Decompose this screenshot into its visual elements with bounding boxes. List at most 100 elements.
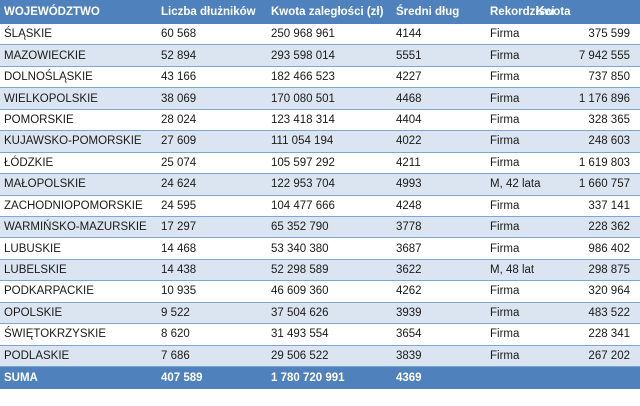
voivodeship-cell: ŚLĄSKIE	[4, 28, 52, 41]
record-amount-cell: 320 964	[588, 285, 630, 298]
debtor-count-cell: 43 166	[161, 71, 197, 84]
record-holder-cell: Firma	[490, 349, 520, 362]
table-row: DOLNOŚLĄSKIE 43 166 182 466 523 4227 Firma 73…	[0, 67, 640, 89]
header-arrears-amount: Kwota zaległości (zł)	[271, 5, 384, 18]
record-holder-cell: Firma	[490, 156, 520, 169]
average-debt-cell: 4248	[396, 199, 422, 212]
voivodeship-cell: POMORSKIE	[4, 113, 74, 126]
record-amount-cell: 986 402	[588, 242, 630, 255]
record-holder-cell: Firma	[490, 135, 520, 148]
table-footer-total: SUMA 407 589 1 780 720 991 4369	[0, 367, 640, 389]
arrears-amount-cell: 31 493 554	[271, 328, 329, 341]
debtors-table: WOJEWÓDZTWO Liczba dłużników Kwota zaleg…	[0, 0, 640, 389]
record-holder-cell: Firma	[490, 199, 520, 212]
voivodeship-cell: ŁÓDZKIE	[4, 156, 54, 169]
debtor-count-cell: 38 069	[161, 92, 197, 105]
footer-debtor-count: 407 589	[161, 372, 203, 384]
average-debt-cell: 3939	[396, 306, 422, 319]
table-row: MAZOWIECKIE 52 894 293 598 014 5551 Firma 7 9…	[0, 45, 640, 67]
record-holder-cell: Firma	[490, 306, 520, 319]
average-debt-cell: 4993	[396, 178, 422, 191]
voivodeship-cell: WIELKOPOLSKIE	[4, 92, 98, 105]
voivodeship-cell: WARMIŃSKO-MAZURSKIE	[4, 221, 147, 234]
arrears-amount-cell: 37 504 626	[271, 306, 329, 319]
record-holder-cell: Firma	[490, 113, 520, 126]
voivodeship-cell: PODLASKIE	[4, 349, 70, 362]
voivodeship-cell: LUBUSKIE	[4, 242, 61, 255]
voivodeship-cell: OPOLSKIE	[4, 306, 63, 319]
footer-arrears-amount: 1 780 720 991	[271, 372, 345, 384]
arrears-amount-cell: 111 054 194	[271, 135, 334, 148]
table-row: OPOLSKIE 9 522 37 504 626 3939 Firma 483 522	[0, 302, 640, 325]
average-debt-cell: 4211	[396, 156, 421, 169]
record-amount-cell: 328 365	[588, 113, 630, 126]
arrears-amount-cell: 46 609 360	[271, 285, 329, 298]
record-holder-cell: M, 42 lata	[490, 178, 541, 191]
arrears-amount-cell: 122 953 704	[271, 178, 335, 191]
voivodeship-cell: KUJAWSKO-POMORSKIE	[4, 135, 142, 148]
arrears-amount-cell: 250 968 961	[271, 28, 335, 41]
arrears-amount-cell: 170 080 501	[271, 92, 335, 105]
debtor-count-cell: 14 438	[161, 264, 197, 277]
average-debt-cell: 3622	[396, 264, 422, 277]
arrears-amount-cell: 105 597 292	[271, 156, 335, 169]
record-holder-cell: Firma	[490, 28, 520, 41]
voivodeship-cell: ŚWIĘTOKRZYSKIE	[4, 328, 107, 341]
average-debt-cell: 4468	[396, 92, 422, 105]
record-amount-cell: 337 141	[588, 199, 630, 212]
table-header: WOJEWÓDZTWO Liczba dłużników Kwota zaleg…	[0, 0, 640, 24]
record-holder-cell: Firma	[490, 71, 520, 84]
header-debtor-count: Liczba dłużników	[161, 5, 256, 18]
record-holder-cell: Firma	[490, 285, 520, 298]
voivodeship-cell: ZACHODNIOPOMORSKIE	[4, 199, 143, 212]
average-debt-cell: 4022	[396, 135, 422, 148]
record-amount-cell: 483 522	[588, 306, 630, 319]
average-debt-cell: 3654	[396, 328, 422, 341]
voivodeship-cell: LUBELSKIE	[4, 264, 67, 277]
average-debt-cell: 5551	[396, 49, 422, 62]
table-body: ŚLĄSKIE 60 568 250 968 961 4144 Firma 375 599…	[0, 24, 640, 367]
debtor-count-cell: 25 074	[161, 156, 197, 169]
arrears-amount-cell: 104 477 666	[271, 199, 335, 212]
arrears-amount-cell: 29 506 522	[271, 349, 329, 362]
debtor-count-cell: 7 686	[161, 349, 190, 362]
table-row: PODKARPACKIE 10 935 46 609 360 4262 Firma 320…	[0, 281, 640, 303]
record-amount-cell: 228 362	[588, 221, 630, 234]
record-amount-cell: 7 942 555	[578, 49, 630, 62]
record-amount-cell: 1 619 803	[578, 156, 630, 169]
table-row: POMORSKIE 28 024 123 418 314 4404 Firma 328 3…	[0, 110, 640, 132]
arrears-amount-cell: 123 418 314	[271, 113, 335, 126]
average-debt-cell: 4227	[396, 71, 422, 84]
record-amount-cell: 1 176 896	[578, 92, 630, 105]
debtor-count-cell: 17 297	[161, 221, 197, 234]
footer-label: SUMA	[4, 372, 38, 384]
arrears-amount-cell: 65 352 790	[271, 221, 329, 234]
record-amount-cell: 1 660 757	[578, 178, 630, 191]
average-debt-cell: 3778	[396, 221, 422, 234]
arrears-amount-cell: 52 298 589	[271, 264, 329, 277]
record-holder-cell: Firma	[490, 328, 520, 341]
debtor-count-cell: 10 935	[161, 285, 197, 298]
voivodeship-cell: MAZOWIECKIE	[4, 49, 86, 62]
footer-average-debt: 4369	[396, 372, 422, 384]
record-holder-cell: Firma	[490, 242, 520, 255]
debtor-count-cell: 52 894	[161, 49, 197, 62]
table-row: WIELKOPOLSKIE 38 069 170 080 501 4468 Firma 1…	[0, 88, 640, 110]
record-amount-cell: 228 341	[588, 328, 630, 341]
debtor-count-cell: 28 024	[161, 113, 197, 126]
record-holder-cell: Firma	[490, 221, 520, 234]
table-row: ŚWIĘTOKRZYSKIE 8 620 31 493 554 3654 Firma 22…	[0, 324, 640, 346]
record-amount-cell: 375 599	[588, 28, 630, 41]
arrears-amount-cell: 182 466 523	[271, 71, 335, 84]
table-row: ZACHODNIOPOMORSKIE 24 595 104 477 666 4248 F…	[0, 196, 640, 217]
average-debt-cell: 3687	[396, 242, 422, 255]
table-row: ŁÓDZKIE 25 074 105 597 292 4211 Firma 1 619 8…	[0, 153, 640, 175]
table-row: WARMIŃSKO-MAZURSKIE 17 297 65 352 790 3778 F…	[0, 216, 640, 239]
table-row: MAŁOPOLSKIE 24 624 122 953 704 4993 M, 42 la…	[0, 174, 640, 196]
debtor-count-cell: 14 468	[161, 242, 197, 255]
record-amount-cell: 267 202	[588, 349, 630, 362]
record-holder-cell: Firma	[490, 49, 520, 62]
header-average-debt: Średni dług	[396, 5, 460, 18]
header-record-amount: Kwota	[536, 5, 571, 18]
average-debt-cell: 4144	[396, 28, 422, 41]
